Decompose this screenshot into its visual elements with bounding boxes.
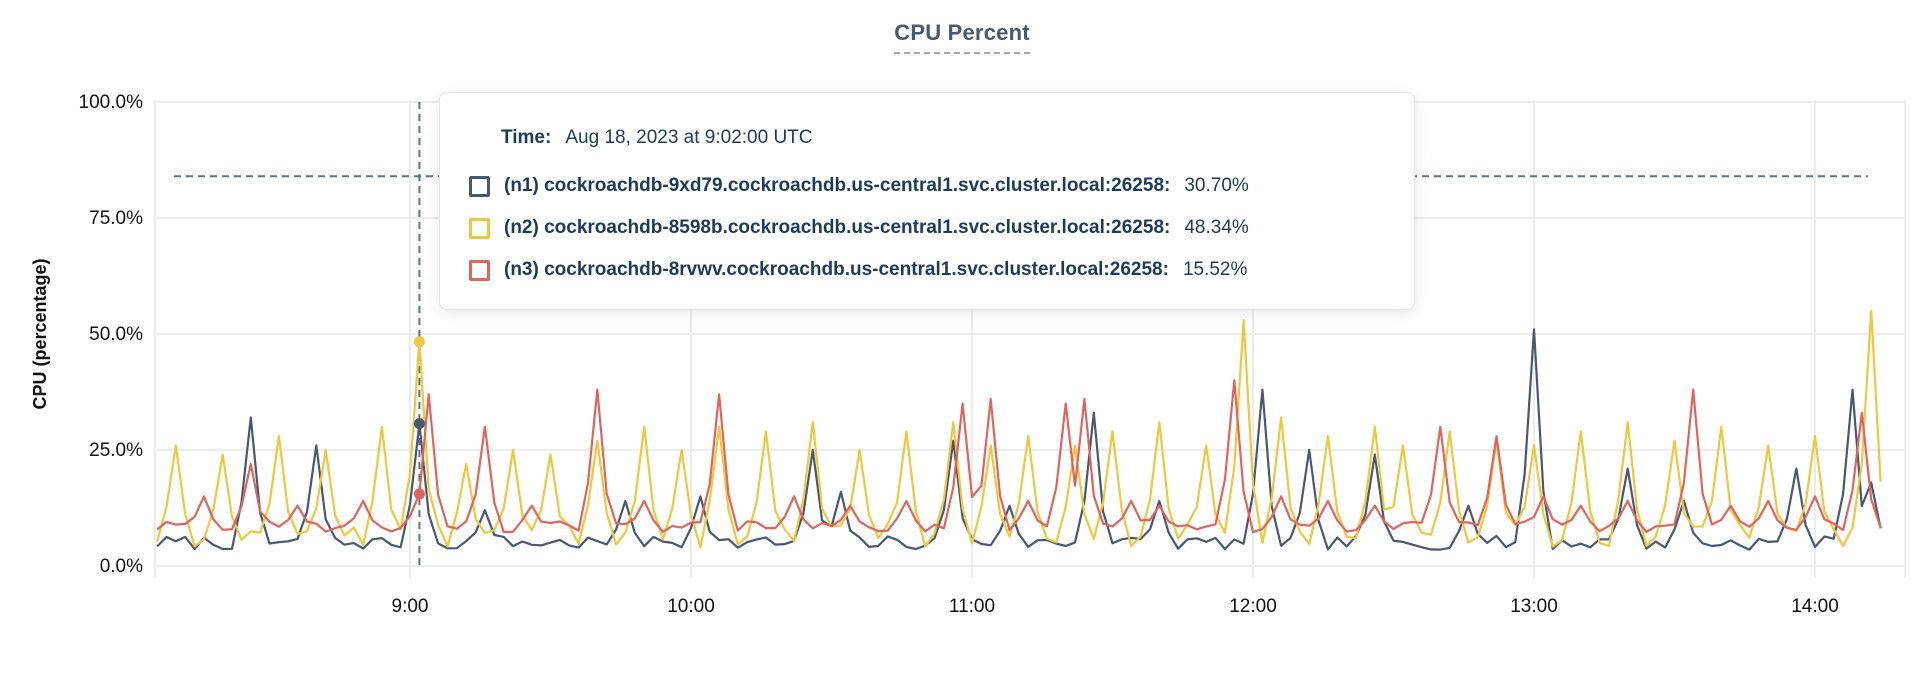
tooltip-time-label: Time:	[501, 127, 552, 148]
chart-tooltip: Time: Aug 18, 2023 at 9:02:00 UTC (n1) co…	[439, 92, 1415, 310]
series-swatch-n2-icon	[469, 217, 490, 239]
tooltip-series-name: (n2) cockroachdb-8598b.cockroachdb.us-ce…	[504, 217, 1171, 238]
x-tick-label: 12:00	[1229, 596, 1277, 617]
series-swatch-n3-icon	[469, 259, 490, 281]
tooltip-time-value: Aug 18, 2023 at 9:02:00 UTC	[565, 127, 813, 148]
tooltip-series-row-n3: (n3) cockroachdb-8rvwv.cockroachdb.us-ce…	[469, 259, 1386, 281]
x-tick-label: 11:00	[949, 596, 995, 617]
series-line-n2	[156, 309, 1882, 549]
chart-title: CPU Percent	[894, 20, 1030, 54]
x-tick-label: 10:00	[667, 596, 715, 617]
y-tick-label: 100.0%	[79, 92, 144, 113]
tooltip-series-name: (n1) cockroachdb-9xd79.cockroachdb.us-ce…	[504, 175, 1171, 196]
hover-dot-n1	[413, 418, 425, 430]
x-tick-label: 9:00	[392, 596, 429, 617]
y-axis-title: CPU (percentage)	[30, 258, 50, 409]
y-tick-label: 75.0%	[89, 208, 143, 229]
hover-dot-n2	[413, 336, 425, 348]
x-tick-label: 13:00	[1510, 596, 1558, 617]
y-tick-label: 50.0%	[89, 324, 143, 345]
tooltip-time-row: Time: Aug 18, 2023 at 9:02:00 UTC	[501, 127, 1386, 149]
tooltip-series-row-n2: (n2) cockroachdb-8598b.cockroachdb.us-ce…	[469, 217, 1386, 239]
hover-dot-n3	[413, 488, 425, 500]
series-line-n3	[156, 379, 1882, 534]
series-line-n1	[156, 328, 1882, 551]
tooltip-series-value: 30.70%	[1184, 175, 1249, 196]
tooltip-series-name: (n3) cockroachdb-8rvwv.cockroachdb.us-ce…	[504, 259, 1169, 280]
x-tick-label: 14:00	[1791, 596, 1839, 617]
y-tick-label: 0.0%	[100, 556, 143, 577]
tooltip-series-row-n1: (n1) cockroachdb-9xd79.cockroachdb.us-ce…	[469, 175, 1386, 197]
chart-title-wrap: CPU Percent	[0, 20, 1924, 54]
tooltip-series-value: 48.34%	[1184, 217, 1249, 238]
y-tick-label: 25.0%	[89, 440, 143, 461]
tooltip-series-value: 15.52%	[1182, 259, 1248, 280]
series-swatch-n1-icon	[469, 175, 490, 197]
